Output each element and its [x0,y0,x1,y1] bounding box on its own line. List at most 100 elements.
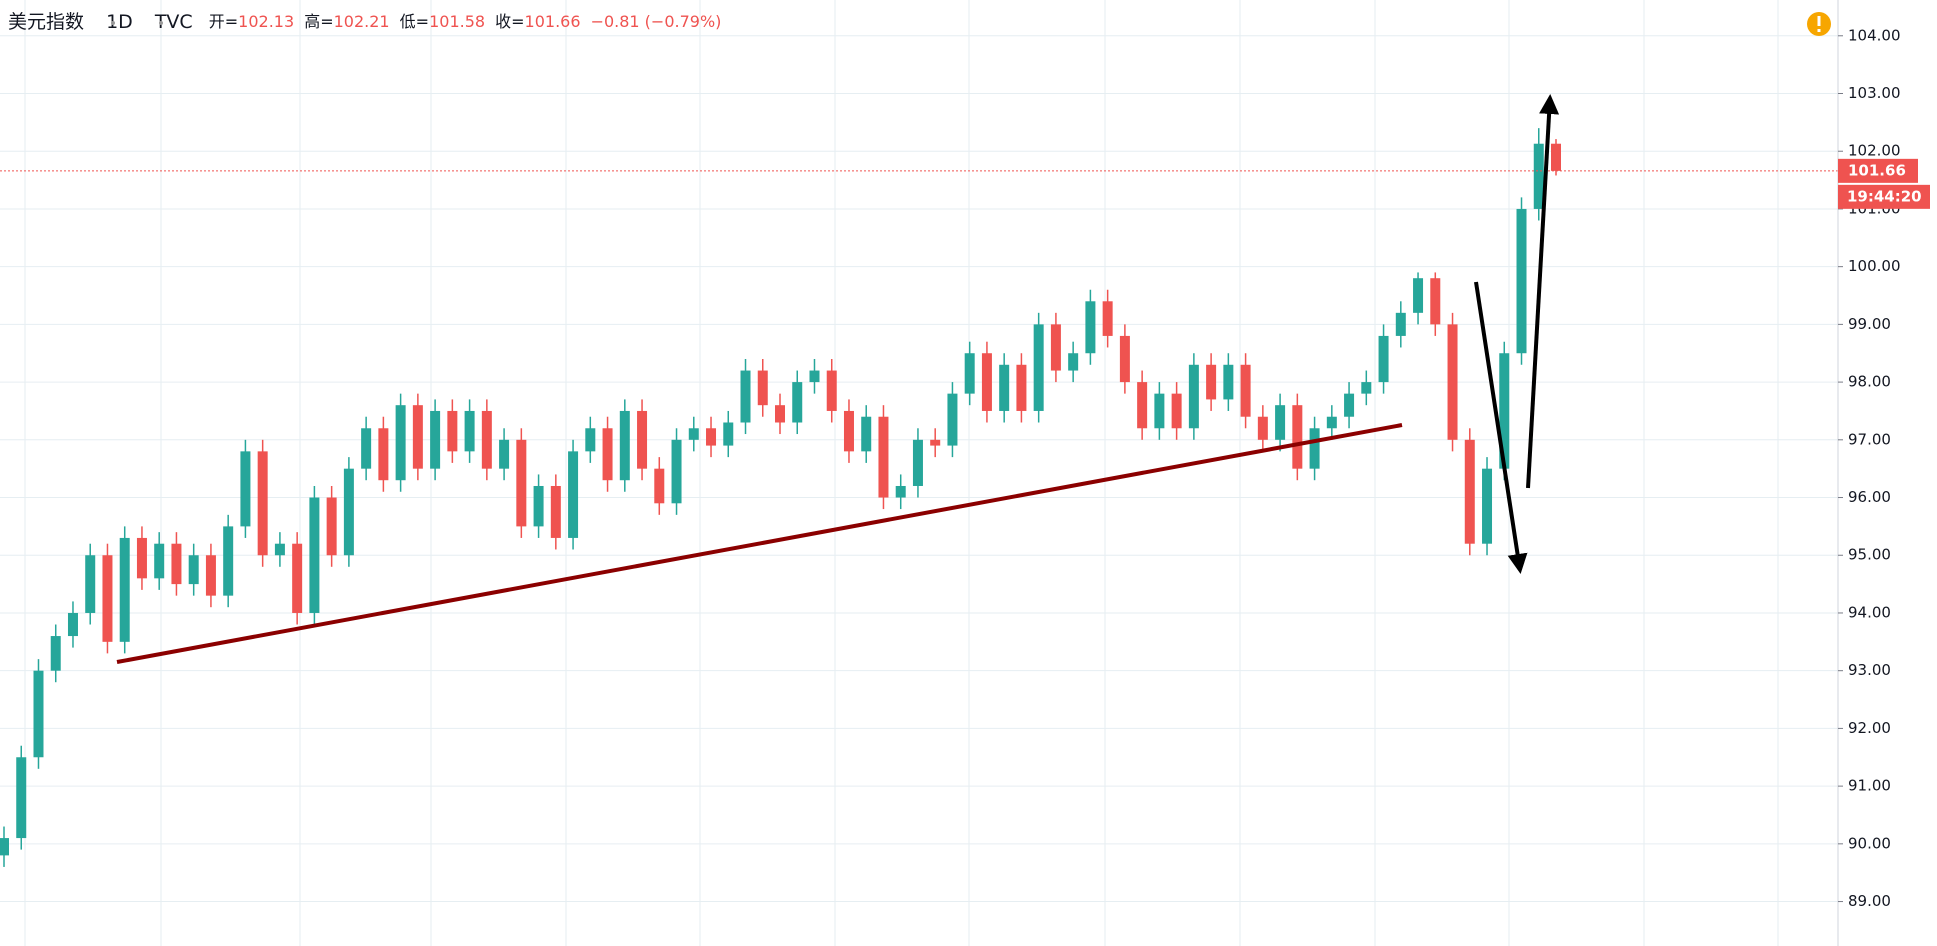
y-tick-label: 92.00 [1848,719,1891,737]
candle-body [102,555,113,642]
candle-body [723,422,734,446]
candle-body [1206,364,1217,400]
candle-body [464,410,475,452]
candle-body [67,612,78,637]
grid [0,0,1838,946]
y-tick-label: 102.00 [1848,142,1901,160]
header: 美元指数 1D TVC 开=102.13 高=102.21 低=101.58 收… [8,11,721,33]
candle-body [1395,312,1406,336]
candle-body [50,636,61,671]
candle-body [154,543,165,579]
candle-body [309,497,320,613]
candle-body [1257,416,1268,440]
candle-body [999,364,1010,411]
candle-body [533,485,544,527]
close-value: 101.66 [525,12,581,31]
y-tick-label: 94.00 [1848,603,1891,621]
candle-body [775,405,785,423]
candle-body [1361,382,1372,394]
candle-body [964,353,975,394]
candle-body [792,382,803,423]
candle-body [205,555,216,596]
candle-body [654,468,665,504]
separator [159,21,163,25]
candle-body [430,410,441,469]
candle-body [1137,382,1148,429]
candle-body [1326,416,1337,429]
candle-body [223,526,234,596]
candle-body [912,439,923,486]
y-tick-label: 91.00 [1848,777,1891,795]
candle-body [326,497,337,556]
candle-body [33,670,44,758]
candles [0,128,1838,867]
candle-body [1085,301,1096,354]
candle-body [688,428,699,440]
candle-body [1292,405,1303,469]
candle-body [119,537,130,642]
candle-body [619,410,630,481]
candle-body [1171,393,1182,429]
y-tick-label: 104.00 [1848,26,1901,44]
candle-body [378,428,389,481]
candle-body [568,451,579,538]
arrow-down [1474,281,1528,574]
separator [111,21,115,25]
candle-body [1223,364,1234,400]
exchange: TVC [154,11,193,33]
change: −0.81 (−0.79%) [591,12,722,31]
candle-body [1378,335,1389,383]
candle-body [826,370,837,411]
price-axis: 89.00 90.00 91.00 92.00 93.00 94.00 95.00 96.00… [1838,26,1930,910]
candle-body [1188,364,1199,429]
candle-body [1344,393,1355,417]
candle-body [1482,468,1493,544]
y-tick-label: 100.00 [1848,257,1901,275]
candle-body [343,468,354,556]
candle-body [361,428,372,469]
candle-body [1119,335,1130,383]
candle-body [1102,301,1113,336]
candle-body [671,439,682,504]
open-value: 102.13 [238,12,294,31]
candle-body [602,428,613,481]
low-value: 101.58 [429,12,485,31]
interval: 1D [106,11,133,33]
y-tick-label: 93.00 [1848,661,1891,679]
candle-body [585,428,596,452]
candle-body [809,370,820,383]
candle-body [1033,324,1044,411]
candle-body [1050,324,1061,371]
candle-body [1533,143,1544,209]
open-label: 开= [209,12,238,31]
candle-body [843,410,854,452]
last-price-label: 101.66 [1848,161,1906,179]
candle-body [1464,439,1475,544]
y-tick-label: 96.00 [1848,488,1891,506]
candle-body [1016,364,1027,411]
candle-body [292,543,303,613]
y-tick-label: 99.00 [1848,315,1891,333]
candle-body [895,485,906,498]
symbol: 美元指数 [8,11,84,33]
candle-body [412,405,423,469]
high-value: 102.21 [334,12,390,31]
candle-body [930,439,941,446]
countdown-label: 19:44:20 [1847,187,1922,205]
candle-body [240,451,251,527]
y-tick-label: 90.00 [1848,834,1891,852]
candle-body [757,370,768,406]
low-label: 低= [400,12,429,31]
candle-body [740,370,751,423]
candle-body [1068,353,1079,371]
arrow-up [1526,94,1560,489]
candle-body [861,416,872,452]
candle-body [637,410,648,469]
y-tick-label: 103.00 [1848,84,1901,102]
candle-body [274,543,285,556]
y-tick-label: 97.00 [1848,430,1891,448]
candle-body [257,451,268,556]
candle-body [171,543,182,585]
candle-body [947,393,958,446]
candle-body [136,537,147,579]
